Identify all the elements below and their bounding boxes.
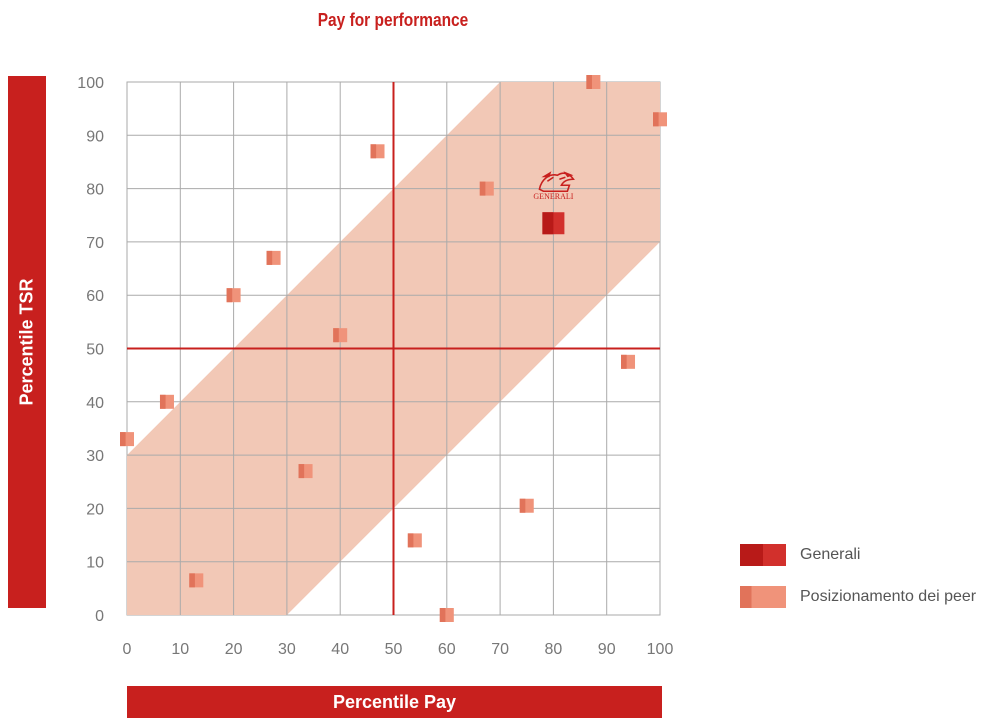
- x-tick-label: 40: [331, 641, 349, 658]
- x-tick-label: 30: [278, 641, 296, 658]
- x-axis-label-bar: Percentile Pay: [127, 686, 662, 718]
- x-tick-label: 0: [123, 641, 132, 658]
- peer-point: [370, 144, 385, 159]
- peer-point: [226, 288, 241, 303]
- y-tick-label: 0: [95, 608, 104, 625]
- y-tick-label: 90: [86, 128, 104, 145]
- peer-point: [653, 112, 667, 127]
- peer-point: [439, 608, 454, 622]
- peer-point: [586, 75, 601, 89]
- x-axis-label: Percentile Pay: [332, 691, 457, 712]
- legend-swatch-peer: [740, 586, 786, 608]
- x-tick-label: 60: [438, 641, 456, 658]
- legend-label-peer: Posizionamento dei peer: [800, 588, 977, 605]
- generali-logo-text: GENERALI: [533, 192, 573, 201]
- y-axis-label-bar: Percentile TSR: [8, 76, 46, 608]
- legend-item-peer: Posizionamento dei peer: [740, 582, 976, 612]
- y-tick-label: 20: [86, 501, 104, 518]
- peer-point: [266, 250, 281, 265]
- peer-point: [407, 533, 422, 548]
- y-tick-label: 30: [86, 448, 104, 465]
- generali-point: [542, 212, 565, 235]
- y-tick-label: 40: [86, 395, 104, 412]
- peer-point: [120, 432, 134, 447]
- x-tick-label: 70: [491, 641, 509, 658]
- legend-item-generali: Generali: [740, 540, 976, 570]
- peer-point: [519, 498, 534, 513]
- x-tick-label: 50: [385, 641, 403, 658]
- y-tick-label: 60: [86, 288, 104, 305]
- legend: Generali Posizionamento dei peer: [740, 540, 976, 624]
- x-tick-label: 100: [647, 641, 674, 658]
- peer-point: [159, 394, 174, 409]
- peer-point: [333, 328, 348, 343]
- legend-swatch-generali: [740, 544, 786, 566]
- peer-point: [189, 573, 204, 588]
- peer-point: [621, 354, 636, 369]
- x-tick-label: 80: [545, 641, 563, 658]
- y-tick-label: 70: [86, 235, 104, 252]
- peer-point: [298, 464, 313, 479]
- peer-point: [479, 181, 494, 196]
- x-tick-label: 10: [171, 641, 189, 658]
- x-tick-label: 20: [225, 641, 243, 658]
- y-tick-label: 50: [86, 342, 104, 359]
- generali-lion-icon: GENERALI: [533, 171, 575, 201]
- y-tick-label: 100: [77, 75, 104, 92]
- y-tick-label: 80: [86, 182, 104, 199]
- y-tick-label: 10: [86, 555, 104, 572]
- legend-label-generali: Generali: [800, 546, 861, 563]
- chart-title: Pay for performance: [317, 10, 469, 30]
- x-tick-label: 90: [598, 641, 616, 658]
